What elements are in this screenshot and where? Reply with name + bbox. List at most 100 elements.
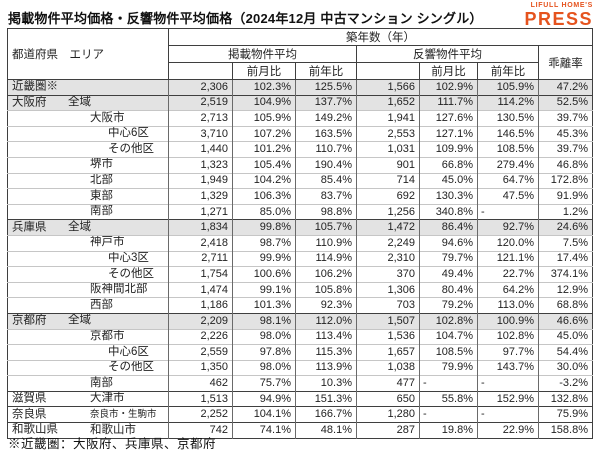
area-label: 和歌山市 — [90, 423, 136, 436]
value-cell: 47.2% — [538, 79, 593, 96]
value-cell: 692 — [356, 188, 420, 205]
value-cell: 104.2% — [232, 172, 296, 189]
prefecture-label: 京都府 — [12, 314, 47, 327]
header-response-avg: 反響物件平均 — [356, 45, 539, 63]
value-cell: 1,834 — [168, 219, 233, 236]
value-cell: 2,559 — [168, 344, 233, 361]
value-cell: 100.9% — [477, 312, 539, 329]
value-cell: 97.8% — [232, 344, 296, 361]
table-row: 兵庫県 全域 1,834 99.8% 105.7% 1,472 86.4% 92.7% 24.6… — [7, 219, 593, 236]
value-cell: 1,031 — [356, 141, 420, 158]
table-row: 京都府 全域 2,209 98.1% 112.0% 1,507 102.8% 100.9% 46… — [7, 312, 593, 329]
value-cell: 1,472 — [356, 219, 420, 236]
value-cell: 94.9% — [232, 390, 296, 407]
value-cell: 75.7% — [232, 375, 296, 392]
value-cell: 110.9% — [295, 234, 357, 252]
area-label: 北部 — [90, 174, 113, 187]
value-cell: 10.3% — [295, 375, 357, 392]
value-cell: 85.4% — [295, 172, 357, 189]
value-cell: 1,280 — [356, 406, 420, 423]
area-label: その他区 — [108, 361, 154, 374]
value-cell: 370 — [356, 266, 420, 283]
area-label: 全域 — [68, 314, 91, 327]
value-cell: 1,513 — [168, 390, 233, 407]
value-cell: 901 — [356, 156, 420, 174]
value-cell: 130.5% — [477, 110, 539, 127]
area-label: 中心3区 — [108, 252, 149, 264]
row-label-cell: 中心6区 — [7, 125, 169, 142]
value-cell: 111.7% — [419, 94, 478, 111]
row-label-cell: 大阪府 全域 — [7, 94, 169, 111]
value-cell: 105.8% — [295, 281, 357, 298]
prefecture-label: 和歌山県 — [12, 423, 58, 436]
value-cell: 110.7% — [295, 141, 357, 158]
value-cell: 2,310 — [356, 250, 420, 267]
table-row: 滋賀県 大津市 1,513 94.9% 151.3% 650 55.8% 152.9% 132.… — [7, 390, 593, 407]
value-cell: 714 — [356, 172, 420, 189]
value-cell: - — [419, 406, 478, 423]
value-cell: 46.6% — [538, 312, 593, 329]
table-header: 都道府県 エリア 築年数（年） 掲載物件平均 反響物件平均 乖離率 前月比 前年… — [7, 28, 593, 80]
row-label-cell: 北部 — [7, 172, 169, 189]
value-cell: 742 — [168, 422, 233, 439]
value-cell: 45.0% — [538, 328, 593, 345]
value-cell: 99.1% — [232, 281, 296, 298]
header-blank — [168, 62, 233, 80]
value-cell: 703 — [356, 297, 420, 314]
value-cell: 127.6% — [419, 110, 478, 127]
value-cell: 48.1% — [295, 422, 357, 439]
value-cell: 190.4% — [295, 156, 357, 174]
area-label: 中心6区 — [108, 127, 149, 140]
value-cell: 1,941 — [356, 110, 420, 127]
value-cell: 2,519 — [168, 94, 233, 111]
area-label: その他区 — [108, 267, 154, 280]
area-label: 神戸市 — [90, 236, 125, 249]
row-label-cell: 阪神間北部 — [7, 281, 169, 298]
header-mom-response: 前月比 — [419, 62, 478, 80]
table-row: 中心6区 3,710 107.2% 163.5% 2,553 127.1% 146.5% 45… — [7, 125, 593, 142]
value-cell: 105.4% — [232, 156, 296, 174]
value-cell: 106.2% — [295, 266, 357, 283]
value-cell: 114.9% — [295, 250, 357, 267]
table-row: 中心6区 2,559 97.8% 115.3% 1,657 108.5% 97.7% 54.4… — [7, 344, 593, 361]
value-cell: 137.7% — [295, 94, 357, 111]
area-label: 堺市 — [90, 158, 113, 171]
row-label-cell: 奈良県 奈良市・生駒市 — [7, 406, 169, 423]
table-row: 南部 462 75.7% 10.3% 477- - -3.2% — [7, 375, 593, 392]
value-cell: 98.0% — [232, 359, 296, 376]
value-cell: 74.1% — [232, 422, 296, 439]
value-cell: 55.8% — [419, 390, 478, 407]
row-label-cell: 大阪市 — [7, 110, 169, 127]
value-cell: 2,252 — [168, 406, 233, 423]
value-cell: 102.8% — [477, 328, 539, 345]
value-cell: 1,949 — [168, 172, 233, 189]
value-cell: 121.1% — [477, 250, 539, 267]
row-label-cell: 南部 — [7, 203, 169, 220]
value-cell: - — [419, 375, 478, 392]
footnote: ※近畿圏：大阪府、兵庫県、京都府 — [8, 437, 217, 450]
value-cell: 105.9% — [232, 110, 296, 127]
value-cell: - — [477, 406, 539, 423]
lifull-homes-press-logo: LIFULL HOME'S PRESS — [524, 2, 593, 28]
value-cell: 1,566 — [356, 79, 420, 96]
value-cell: 92.7% — [477, 219, 539, 236]
area-label: 大阪市 — [90, 111, 125, 124]
value-cell: 94.6% — [419, 234, 478, 252]
value-cell: 2,226 — [168, 328, 233, 345]
value-cell: 91.9% — [538, 188, 593, 205]
value-cell: 1,323 — [168, 156, 233, 174]
row-label-cell: 京都市 — [7, 328, 169, 345]
area-label: 全域 — [68, 220, 91, 233]
row-label-cell: その他区 — [7, 266, 169, 283]
value-cell: 2,553 — [356, 125, 420, 142]
table-row: 北部 1,949 104.2% 85.4% 714 45.0% 64.7% 172.8% — [7, 172, 593, 189]
header-divergence: 乖離率 — [538, 45, 593, 80]
value-cell: 114.2% — [477, 94, 539, 111]
value-cell: 158.8% — [538, 422, 593, 439]
value-cell: 45.0% — [419, 172, 478, 189]
area-label: 東部 — [90, 189, 113, 202]
value-cell: 3,710 — [168, 125, 233, 142]
area-label: 奈良市・生駒市 — [90, 408, 157, 420]
value-cell: 1,186 — [168, 297, 233, 314]
